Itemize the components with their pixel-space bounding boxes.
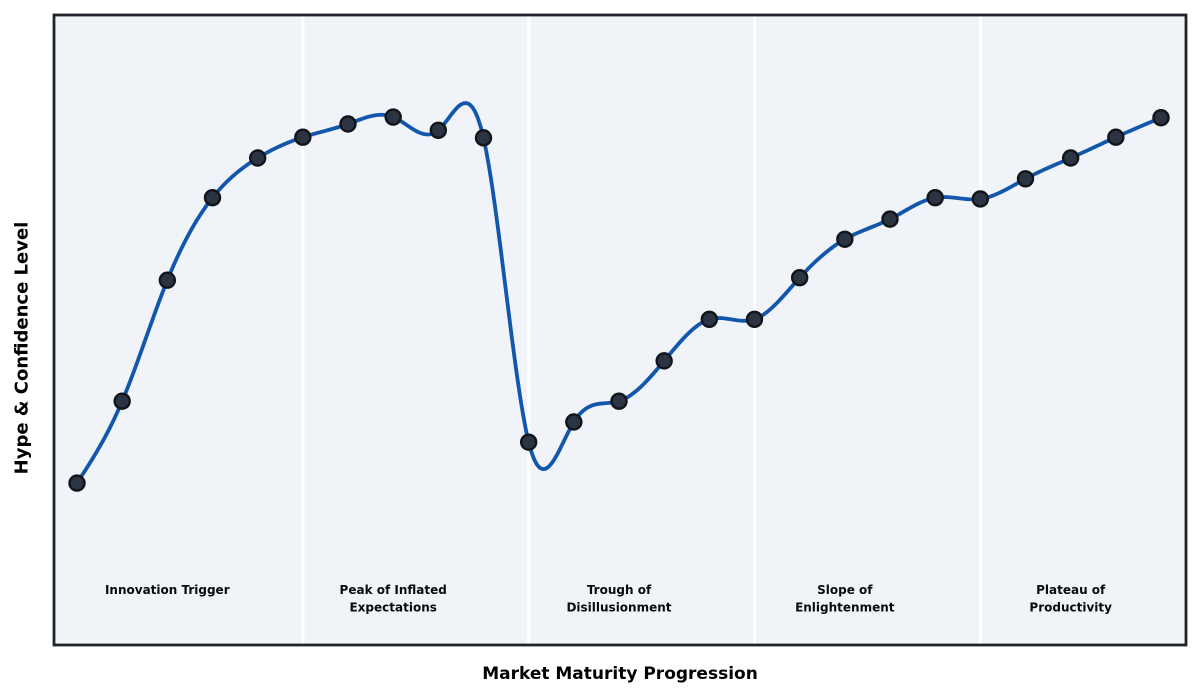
phase-labels: Innovation Trigger Peak of Inflated Expect… bbox=[105, 583, 1112, 615]
phase-label: Plateau of Productivity bbox=[1029, 583, 1112, 615]
data-point-marker bbox=[1107, 128, 1125, 146]
data-point-marker bbox=[248, 149, 267, 167]
data-point-marker bbox=[881, 210, 899, 228]
data-point-marker bbox=[384, 108, 402, 126]
data-point-marker bbox=[294, 128, 312, 146]
phase-label: Trough of Disillusionment bbox=[566, 583, 671, 615]
data-point-marker bbox=[1061, 149, 1080, 167]
x-axis-label: Market Maturity Progression bbox=[482, 664, 758, 684]
data-point-marker bbox=[1016, 170, 1035, 188]
data-point-marker bbox=[655, 352, 673, 370]
data-point-marker bbox=[339, 115, 357, 133]
data-point-marker bbox=[203, 188, 222, 207]
data-point-marker bbox=[565, 413, 583, 431]
data-point-marker bbox=[610, 392, 628, 410]
data-point-marker bbox=[745, 310, 764, 328]
data-point-marker bbox=[429, 121, 448, 139]
plot-border bbox=[52, 13, 1188, 647]
phase-label: Innovation Trigger bbox=[105, 583, 230, 597]
data-point-marker bbox=[474, 129, 493, 147]
phase-label: Peak of Inflated Expectations bbox=[340, 583, 447, 615]
plot-area bbox=[54, 15, 1186, 645]
data-point-marker bbox=[700, 310, 719, 328]
data-point-marker bbox=[926, 188, 944, 207]
y-axis-label: Hype & Confidence Level bbox=[11, 221, 33, 475]
phase-label: Slope of Enlightenment bbox=[795, 583, 895, 615]
phase-dividers bbox=[301, 16, 982, 644]
data-point-marker bbox=[113, 392, 131, 410]
data-point-marker bbox=[836, 230, 854, 248]
data-point-marker bbox=[519, 433, 538, 451]
data-point-marker bbox=[158, 271, 177, 289]
data-point-marker bbox=[790, 269, 809, 287]
data-point-markers bbox=[68, 108, 1170, 492]
data-point-marker bbox=[1152, 108, 1170, 127]
data-point-marker bbox=[971, 190, 990, 208]
data-point-marker bbox=[68, 474, 86, 492]
